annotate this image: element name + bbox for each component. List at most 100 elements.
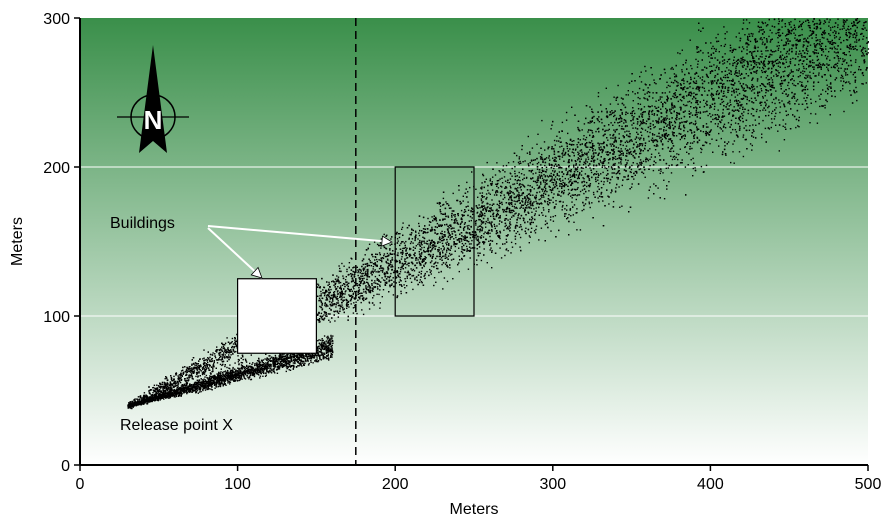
particle-point <box>550 230 552 232</box>
particle-point <box>415 259 417 261</box>
particle-point <box>498 235 501 237</box>
particle-point <box>131 400 133 403</box>
particle-point <box>351 273 353 276</box>
particle-point <box>762 62 765 64</box>
particle-point <box>485 198 488 200</box>
particle-point <box>761 136 763 139</box>
particle-point <box>328 293 330 295</box>
particle-point <box>777 62 779 65</box>
particle-point <box>355 290 358 293</box>
particle-point <box>208 367 210 369</box>
particle-point <box>576 159 579 161</box>
particle-point <box>589 149 591 151</box>
particle-point <box>723 62 726 64</box>
particle-point <box>531 217 534 220</box>
particle-point <box>631 183 633 185</box>
particle-point <box>621 140 623 142</box>
particle-point <box>783 79 785 82</box>
particle-point <box>692 80 695 83</box>
particle-point <box>462 195 464 197</box>
particle-point <box>403 263 406 265</box>
particle-point <box>511 246 514 248</box>
particle-point <box>222 354 224 356</box>
particle-point <box>600 161 602 163</box>
particle-point <box>458 240 461 242</box>
particle-point <box>411 269 413 272</box>
particle-point <box>752 61 755 63</box>
particle-point <box>604 159 606 162</box>
particle-point <box>853 91 855 93</box>
particle-point <box>565 119 568 121</box>
particle-point <box>690 159 692 161</box>
particle-point <box>609 157 611 160</box>
particle-point <box>215 349 218 351</box>
particle-point <box>427 243 429 245</box>
particle-point <box>718 92 720 94</box>
particle-point <box>625 150 628 152</box>
particle-point <box>749 51 752 53</box>
particle-point <box>250 354 252 356</box>
particle-point <box>131 407 133 410</box>
particle-point <box>822 31 824 33</box>
particle-point <box>591 130 593 132</box>
particle-point <box>652 169 655 172</box>
particle-point <box>802 72 804 75</box>
particle-point <box>364 266 367 268</box>
particle-point <box>832 31 834 34</box>
particle-point <box>684 86 686 88</box>
particle-point <box>614 164 616 166</box>
particle-point <box>376 286 379 288</box>
particle-point <box>520 173 523 175</box>
particle-point <box>784 70 786 72</box>
particle-point <box>389 275 392 277</box>
particle-point <box>516 182 518 184</box>
particle-point <box>829 27 832 29</box>
particle-point <box>743 64 745 67</box>
particle-point <box>690 76 692 79</box>
particle-point <box>412 268 415 271</box>
particle-point <box>614 121 616 124</box>
particle-point <box>711 93 713 96</box>
particle-point <box>861 28 863 30</box>
particle-point <box>557 155 559 157</box>
particle-point <box>544 201 546 203</box>
particle-point <box>761 56 763 58</box>
particle-point <box>467 268 470 270</box>
particle-point <box>439 205 442 207</box>
particle-point <box>480 259 483 262</box>
particle-point <box>444 212 446 215</box>
particle-point <box>448 232 450 234</box>
particle-point <box>348 306 350 308</box>
particle-point <box>848 31 850 34</box>
particle-point <box>241 362 244 364</box>
particle-point <box>564 213 566 215</box>
particle-point <box>779 34 782 37</box>
particle-point <box>693 81 695 84</box>
particle-point <box>410 241 413 243</box>
particle-point <box>724 74 726 77</box>
particle-point <box>764 86 767 88</box>
particle-point <box>630 150 632 153</box>
particle-point <box>400 252 402 254</box>
particle-point <box>761 90 763 92</box>
particle-point <box>516 200 519 203</box>
particle-point <box>352 270 354 273</box>
particle-point <box>668 91 671 93</box>
particle-point <box>224 342 227 344</box>
particle-point <box>670 108 673 110</box>
particle-point <box>539 198 542 200</box>
particle-point <box>767 50 769 52</box>
particle-point <box>440 213 442 215</box>
particle-point <box>504 243 506 245</box>
particle-point <box>548 211 550 213</box>
particle-point <box>458 189 460 191</box>
particle-point <box>339 281 342 284</box>
particle-point <box>837 67 840 69</box>
particle-point <box>808 26 811 29</box>
particle-point <box>639 148 641 150</box>
particle-point <box>820 42 823 45</box>
particle-point <box>815 100 817 103</box>
particle-point <box>573 221 575 223</box>
particle-point <box>460 202 463 204</box>
particle-point <box>818 95 820 97</box>
